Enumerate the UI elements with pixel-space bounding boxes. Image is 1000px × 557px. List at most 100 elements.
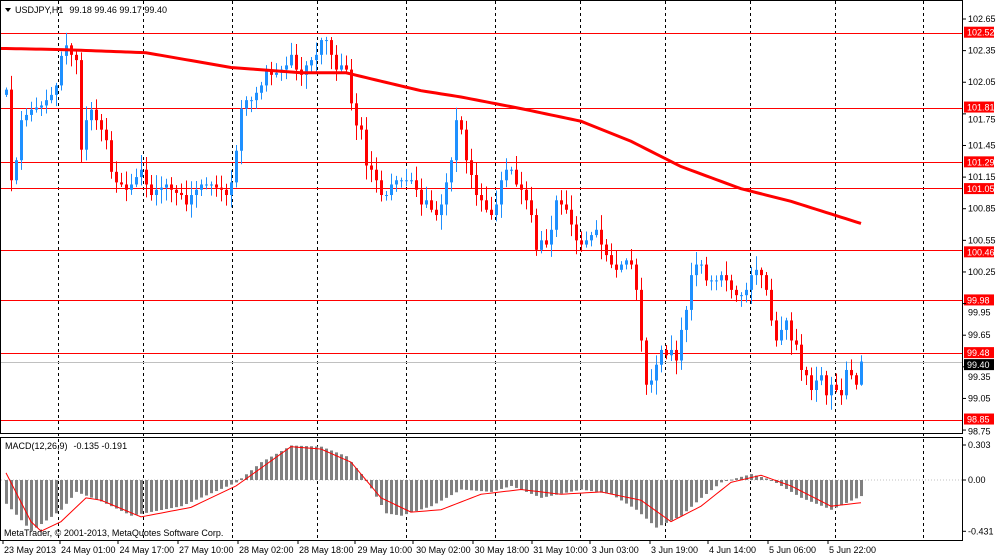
macd-y-tick-label: 0.00 xyxy=(968,475,986,485)
candle xyxy=(15,157,18,185)
macd-bar xyxy=(330,450,333,480)
level-price-tag xyxy=(964,156,994,168)
candle-body xyxy=(855,375,858,385)
candle-body xyxy=(810,375,813,391)
candle-body xyxy=(775,320,778,341)
macd-bar xyxy=(150,480,153,512)
candle-body xyxy=(235,150,238,183)
candle xyxy=(635,258,638,301)
candle-body xyxy=(545,240,548,245)
macd-bar xyxy=(240,478,243,480)
macd-bar xyxy=(335,452,338,480)
candle xyxy=(50,86,53,104)
candle-body xyxy=(630,260,633,265)
candle-body xyxy=(395,180,398,185)
candle xyxy=(140,154,143,186)
candle xyxy=(470,148,473,189)
candle-body xyxy=(330,40,333,55)
candle xyxy=(220,175,223,202)
candle-body xyxy=(745,289,748,296)
candle xyxy=(780,316,783,346)
candle-body xyxy=(535,215,538,250)
triangle-down-icon[interactable] xyxy=(5,8,11,12)
candle-body xyxy=(800,344,803,370)
candle xyxy=(165,178,168,201)
macd-bar xyxy=(495,480,498,491)
macd-bar xyxy=(45,480,48,521)
candle-body xyxy=(340,65,343,70)
macd-bar xyxy=(165,480,168,510)
candle xyxy=(850,359,853,380)
candle-body xyxy=(80,60,83,150)
candle-body xyxy=(110,140,113,172)
candle-body xyxy=(315,54,318,61)
candle xyxy=(540,230,543,254)
candle xyxy=(735,285,738,302)
candle xyxy=(325,36,328,55)
candle xyxy=(295,43,298,81)
candle-body xyxy=(380,180,383,196)
macd-bar xyxy=(755,475,758,480)
macd-bar xyxy=(470,480,473,491)
candle-body xyxy=(145,169,148,185)
macd-bar xyxy=(580,480,583,490)
macd-bar xyxy=(680,480,683,516)
candle-body xyxy=(155,189,158,196)
candle-body xyxy=(475,174,478,196)
candle-body xyxy=(530,200,533,216)
candle xyxy=(805,366,808,385)
candle-body xyxy=(765,275,768,290)
candle xyxy=(750,266,753,305)
macd-bar xyxy=(70,480,73,498)
candle xyxy=(610,243,613,269)
candle xyxy=(620,261,623,273)
candle-body xyxy=(825,375,828,396)
candle xyxy=(430,190,433,213)
macd-bar xyxy=(360,474,363,480)
y-tick-label: 100.55 xyxy=(968,235,996,245)
macd-bar xyxy=(770,480,773,481)
candle xyxy=(485,186,488,213)
candle xyxy=(520,171,523,205)
macd-bar xyxy=(175,480,178,508)
candle-body xyxy=(780,329,783,341)
macd-bar xyxy=(850,480,853,501)
candle-body xyxy=(35,107,38,110)
macd-histogram xyxy=(1,445,962,532)
macd-bar xyxy=(95,480,98,500)
candle-body xyxy=(290,54,293,66)
candle-body xyxy=(320,40,323,55)
macd-bar xyxy=(745,475,748,480)
candle-body xyxy=(735,289,738,296)
x-tick-label: 31 May 10:00 xyxy=(533,545,588,555)
candle-body xyxy=(465,129,468,161)
macd-bar xyxy=(50,480,53,517)
candle xyxy=(225,183,228,206)
candle xyxy=(315,42,318,74)
candle xyxy=(195,180,198,208)
candle xyxy=(840,378,843,405)
candle-body xyxy=(90,109,93,121)
x-tick-label: 24 May 01:00 xyxy=(61,545,116,555)
macd-y-tick-label: 0.303 xyxy=(968,440,991,450)
candle-body xyxy=(260,85,263,93)
candle-body xyxy=(345,65,348,70)
candle xyxy=(575,216,578,255)
candle-body xyxy=(690,275,693,310)
macd-bar xyxy=(450,480,453,496)
candle xyxy=(160,176,163,204)
x-tick-label: 28 May 18:00 xyxy=(299,545,354,555)
candle xyxy=(845,361,848,400)
candle xyxy=(455,107,458,172)
candle-body xyxy=(660,349,663,365)
candle-body xyxy=(550,229,553,245)
candle xyxy=(705,256,708,286)
macd-bar xyxy=(285,448,288,480)
candle xyxy=(145,157,148,198)
candle xyxy=(385,190,388,201)
candle xyxy=(710,275,713,291)
macd-bar xyxy=(210,480,213,494)
moving-average-line xyxy=(0,47,862,225)
macd-bar xyxy=(120,480,123,511)
